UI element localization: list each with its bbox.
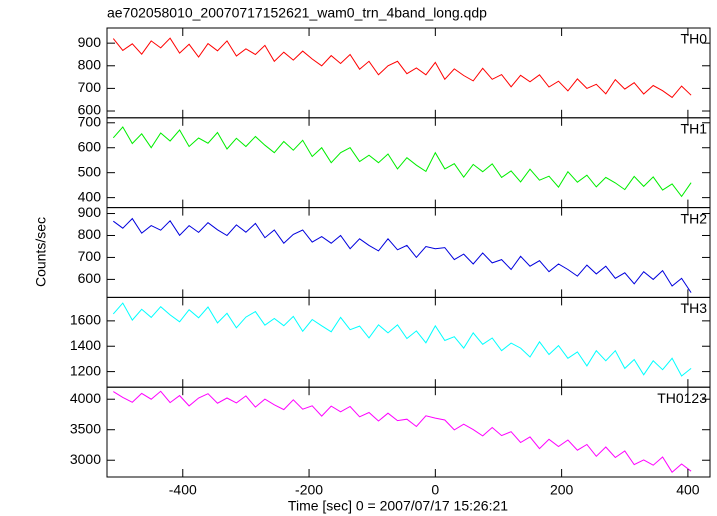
y-tick-label: 800 — [78, 56, 102, 72]
panel-label: TH3 — [681, 300, 708, 316]
y-axis-label: Counts/sec — [33, 217, 49, 287]
y-tick-label: 1600 — [70, 312, 101, 328]
y-tick-label: 500 — [78, 163, 102, 179]
y-tick-label: 3500 — [70, 420, 101, 436]
panel-label: TH0123 — [657, 390, 707, 406]
panel-label: TH0 — [681, 31, 708, 47]
y-tick-label: 800 — [78, 226, 102, 242]
y-tick-label: 400 — [78, 188, 102, 204]
y-tick-label: 600 — [78, 138, 102, 154]
panel-frame — [106, 207, 711, 298]
data-line — [112, 302, 692, 377]
y-tick-label: 600 — [78, 270, 102, 286]
y-tick-label: 700 — [78, 79, 102, 95]
y-tick-label: 900 — [78, 204, 102, 220]
y-tick-label: 1400 — [70, 337, 101, 353]
y-tick-label: 600 — [78, 102, 102, 118]
y-tick-label: 1200 — [70, 362, 101, 378]
chart-title: ae702058010_20070717152621_wam0_trn_4ban… — [107, 5, 487, 21]
x-tick-label: 400 — [676, 482, 700, 498]
x-tick-label: 0 — [431, 482, 439, 498]
data-line — [113, 390, 692, 473]
x-tick-label: 200 — [550, 482, 574, 498]
data-line — [113, 217, 692, 293]
panel-frame — [106, 296, 711, 388]
panel-frame — [106, 386, 711, 478]
y-tick-label: 700 — [78, 248, 102, 264]
data-line — [112, 37, 692, 99]
y-tick-label: 3000 — [70, 451, 101, 467]
panel-frame — [106, 117, 711, 209]
y-tick-label: 700 — [78, 113, 102, 129]
data-line — [112, 126, 692, 198]
y-tick-label: 900 — [78, 34, 102, 50]
panel-label: TH2 — [681, 210, 708, 226]
x-axis-label: Time [sec] 0 = 2007/07/17 15:26:21 — [288, 498, 508, 514]
x-tick-label: -400 — [169, 482, 197, 498]
panel-label: TH1 — [681, 121, 708, 137]
y-tick-label: 4000 — [70, 390, 101, 406]
x-tick-label: -200 — [295, 482, 323, 498]
